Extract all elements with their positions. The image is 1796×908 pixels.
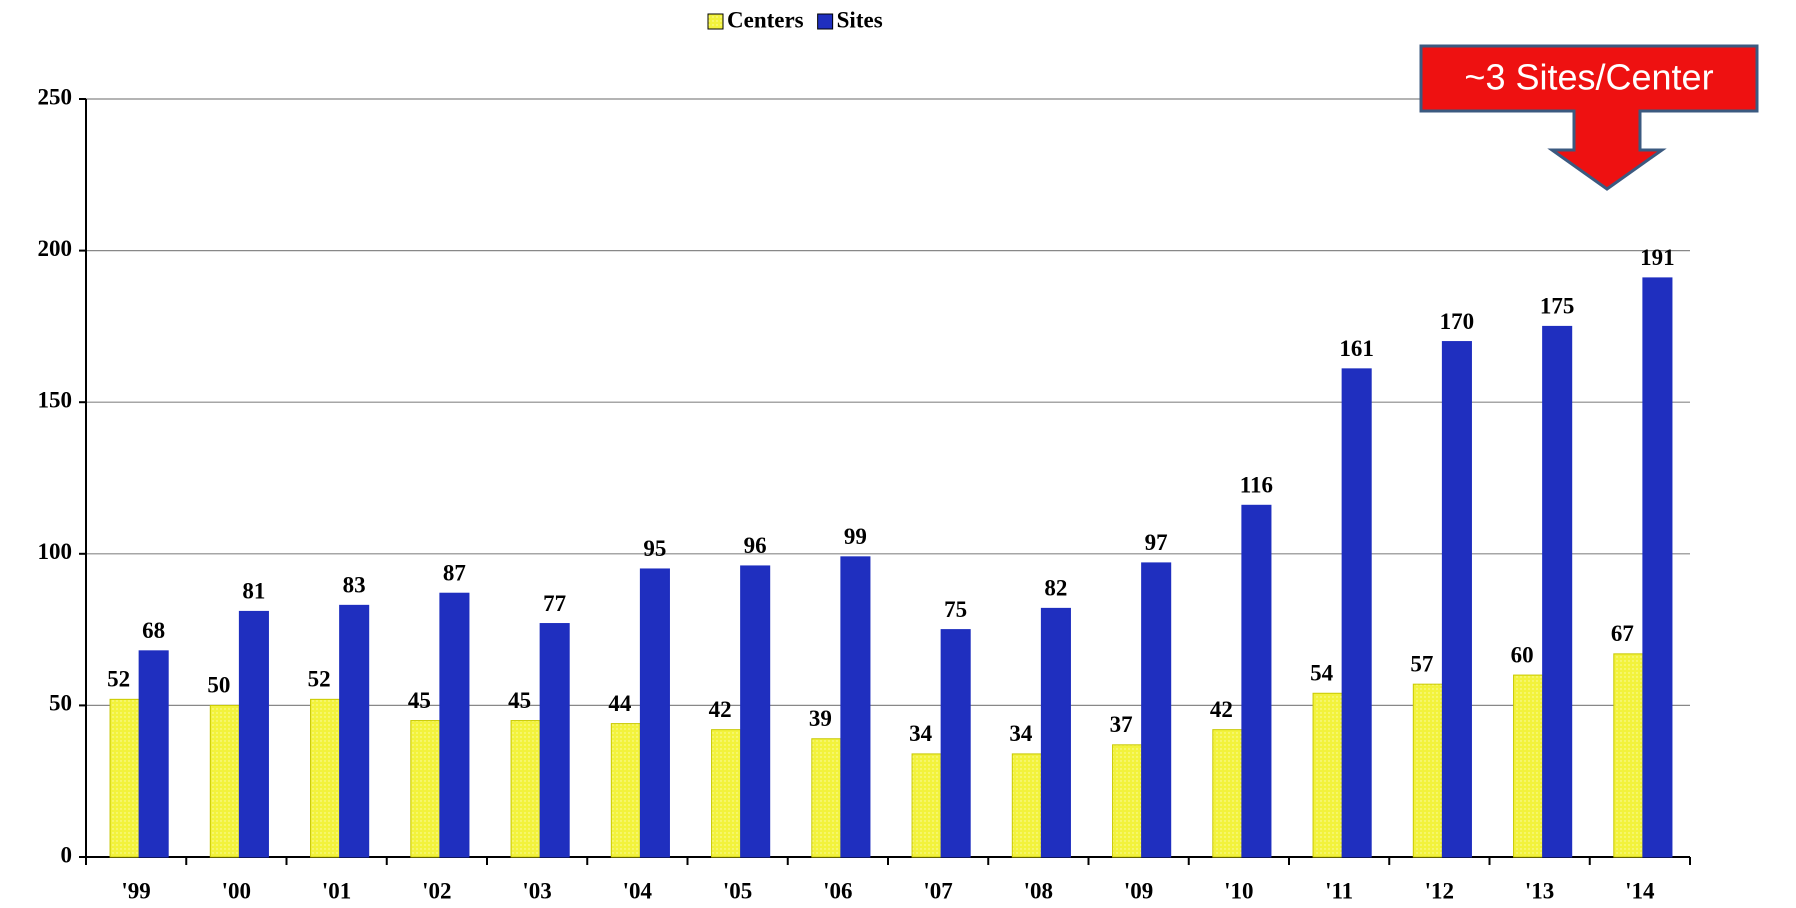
x-tick-label: '05: [723, 878, 752, 903]
value-label: 67: [1611, 621, 1634, 646]
bar: [811, 738, 842, 858]
value-label: 175: [1540, 294, 1575, 319]
bar: [610, 723, 641, 858]
value-label: 57: [1410, 651, 1433, 676]
bar: [911, 753, 942, 858]
bar: [510, 720, 541, 858]
legend-swatch: [707, 13, 724, 30]
x-tick-label: '12: [1425, 878, 1454, 903]
x-tick-label: '13: [1525, 878, 1554, 903]
plot: 0 50 100 150 200 250 '99 52 68 '00 50 81 '01 52 83 '02 4…: [38, 7, 1691, 903]
x-tick-label: '00: [222, 878, 251, 903]
legend: Centers Sites: [707, 7, 883, 32]
y-tick-label: 0: [61, 842, 73, 867]
y-tick-label: 150: [38, 387, 73, 412]
bar: [940, 629, 971, 858]
annotation: ~3 Sites/Center: [1419, 44, 1759, 191]
value-label: 45: [508, 688, 531, 713]
bar: [1212, 729, 1243, 858]
bar: [1112, 744, 1143, 858]
value-label: 54: [1310, 661, 1334, 686]
value-label: 161: [1339, 336, 1374, 361]
bar: [410, 720, 441, 858]
value-label: 52: [308, 667, 331, 692]
x-tick-label: '10: [1224, 878, 1253, 903]
bar: [840, 556, 871, 858]
bar: [1542, 325, 1573, 858]
bar: [1312, 692, 1343, 858]
value-label: 95: [643, 536, 666, 561]
callout-shape: [1419, 44, 1759, 191]
value-label: 83: [343, 573, 366, 598]
annotation-text: ~3 Sites/Center: [1464, 57, 1713, 98]
legend-label: Centers: [727, 7, 804, 32]
bar: [1040, 607, 1071, 858]
value-label: 37: [1110, 712, 1133, 737]
x-tick-label: '07: [923, 878, 952, 903]
value-label: 42: [1210, 697, 1233, 722]
value-label: 60: [1511, 642, 1534, 667]
x-tick-label: '01: [322, 878, 351, 903]
value-label: 52: [107, 667, 130, 692]
value-label: 75: [944, 597, 967, 622]
bar: [1141, 562, 1172, 858]
y-tick-label: 50: [49, 691, 72, 716]
bar: [439, 592, 470, 858]
value-label: 50: [207, 673, 230, 698]
value-label: 96: [744, 533, 767, 558]
bar: [711, 729, 742, 858]
legend-label: Sites: [837, 7, 883, 32]
value-label: 82: [1044, 576, 1067, 601]
bar: [1513, 674, 1544, 858]
x-tick-label: '99: [121, 878, 150, 903]
x-tick-label: '06: [823, 878, 852, 903]
bar: [639, 568, 670, 858]
bar: [1241, 504, 1272, 858]
value-label: 42: [709, 697, 732, 722]
value-label: 45: [408, 688, 431, 713]
bar: [109, 698, 140, 858]
x-tick-label: '09: [1124, 878, 1153, 903]
bar: [1341, 368, 1372, 858]
bar: [138, 650, 169, 858]
y-tick-label: 250: [38, 84, 73, 109]
value-label: 68: [142, 618, 165, 643]
value-label: 39: [809, 706, 832, 731]
value-label: 191: [1640, 245, 1675, 270]
bar: [740, 565, 771, 858]
bar: [238, 610, 269, 858]
bar: [310, 698, 341, 858]
value-label: 34: [1009, 721, 1033, 746]
bar: [1412, 683, 1443, 858]
bar: [1011, 753, 1042, 858]
value-label: 87: [443, 560, 466, 585]
x-tick-label: '08: [1024, 878, 1053, 903]
value-label: 99: [844, 524, 867, 549]
bar: [1441, 341, 1472, 858]
value-label: 81: [242, 579, 265, 604]
y-tick-label: 100: [38, 539, 73, 564]
legend-swatch: [817, 13, 834, 30]
value-label: 77: [543, 591, 566, 616]
value-label: 116: [1240, 473, 1273, 498]
x-tick-label: '14: [1625, 878, 1655, 903]
bar: [1613, 653, 1644, 858]
x-tick-label: '02: [422, 878, 451, 903]
bar: [1642, 277, 1673, 858]
bar: [209, 704, 240, 858]
value-label: 44: [608, 691, 632, 716]
bar: [339, 604, 370, 858]
x-tick-label: '04: [623, 878, 653, 903]
x-tick-label: '11: [1325, 878, 1353, 903]
value-label: 97: [1145, 530, 1168, 555]
x-tick-label: '03: [522, 878, 551, 903]
value-label: 34: [909, 721, 933, 746]
y-tick-label: 200: [38, 236, 73, 261]
value-label: 170: [1440, 309, 1475, 334]
bar: [539, 623, 570, 858]
